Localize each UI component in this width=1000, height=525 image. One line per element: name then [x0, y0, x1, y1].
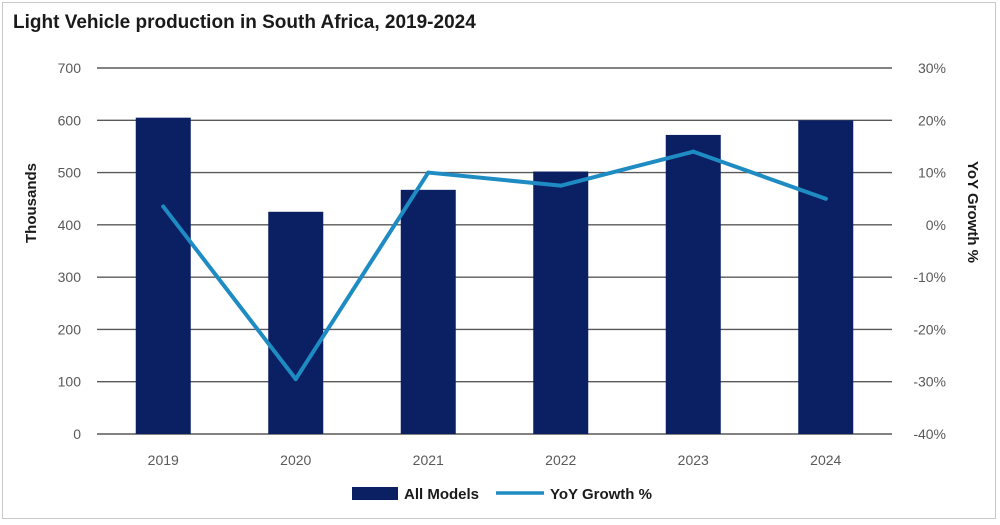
line-series: [161, 149, 828, 382]
yoy-growth-line: [161, 149, 828, 382]
yoy-growth-point-2024: [823, 196, 828, 201]
legend-swatch-all-models: [352, 487, 398, 500]
bar-2022: [533, 171, 589, 435]
y2-tick-label: 0%: [926, 217, 946, 233]
y-tick-label: 700: [58, 60, 82, 76]
y2-tick-label: 20%: [918, 112, 946, 128]
x-tick-label: 2024: [810, 452, 841, 468]
yoy-growth-point-2022: [558, 183, 563, 188]
yoy-growth-point-2023: [691, 149, 696, 154]
y2-tick-label: 10%: [918, 165, 946, 181]
y-axis-title: Thousands: [23, 163, 40, 243]
bar-2020: [268, 211, 324, 434]
y2-tick-label: -40%: [913, 426, 946, 442]
y-tick-label: 600: [58, 112, 82, 128]
bar-2024: [798, 120, 854, 435]
x-tick-label: 2019: [148, 452, 179, 468]
y-tick-label: 400: [58, 217, 82, 233]
y2-tick-label: -10%: [913, 269, 946, 285]
bar-series: [135, 117, 854, 435]
y2-tick-label: -30%: [913, 374, 946, 390]
x-tick-label: 2020: [280, 452, 311, 468]
y-tick-label: 500: [58, 165, 82, 181]
yoy-growth-point-2019: [161, 204, 166, 209]
legend-label-all-models: All Models: [404, 486, 479, 503]
yoy-growth-point-2020: [293, 377, 298, 382]
y-tick-label: 0: [73, 426, 81, 442]
gridlines: [97, 67, 892, 435]
y-tick-label: 200: [58, 321, 82, 337]
x-tick-label: 2022: [545, 452, 576, 468]
tick-labels: 0 100 200 300 400 500 600 700 -40% -30% -20% -10% 0%…: [58, 60, 946, 468]
y-tick-label: 300: [58, 269, 82, 285]
y-tick-label: 100: [58, 374, 82, 390]
y2-tick-label: -20%: [913, 321, 946, 337]
x-tick-label: 2021: [413, 452, 444, 468]
y2-tick-label: 30%: [918, 60, 946, 76]
bar-2019: [135, 117, 191, 435]
yoy-growth-point-2021: [426, 170, 431, 175]
bar-2023: [665, 134, 721, 434]
legend: All Models YoY Growth %: [352, 486, 652, 503]
x-tick-label: 2023: [678, 452, 709, 468]
legend-label-yoy-growth: YoY Growth %: [550, 486, 652, 503]
chart-title: Light Vehicle production in South Africa…: [13, 12, 476, 33]
y2-axis-title: YoY Growth %: [964, 161, 981, 263]
bar-2021: [400, 189, 456, 434]
